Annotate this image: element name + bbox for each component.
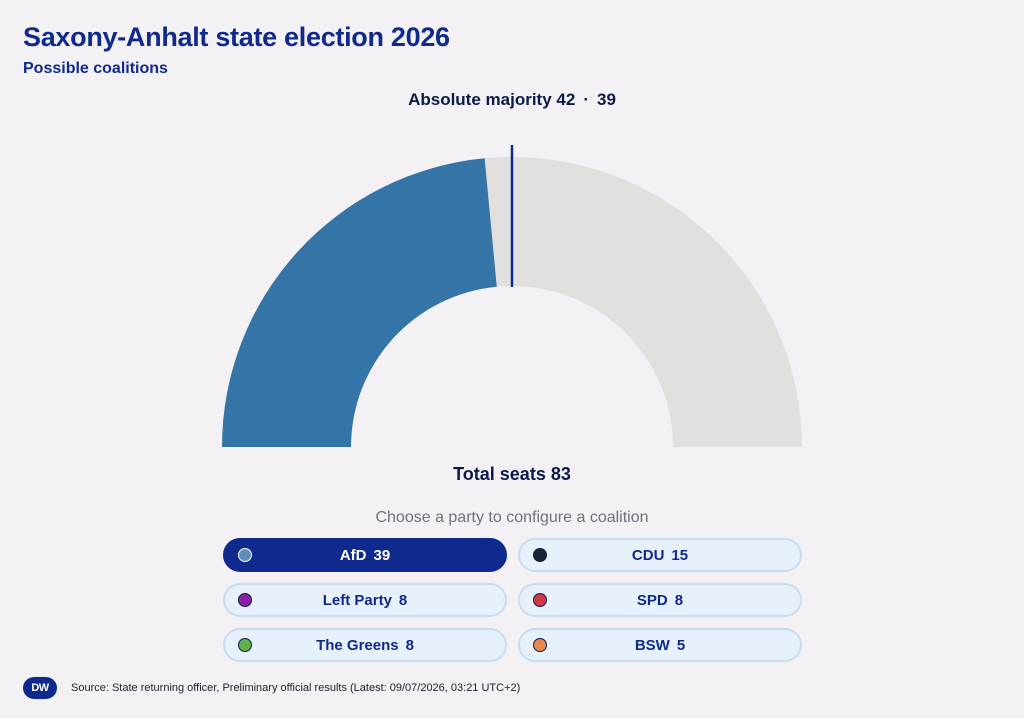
- total-seats-label: Total seats: [453, 464, 546, 484]
- party-button-afd[interactable]: AfD 39: [223, 538, 507, 572]
- party-button-cdu[interactable]: CDU 15: [518, 538, 802, 572]
- party-name: BSW: [634, 636, 670, 654]
- total-seats: Total seats 83: [0, 464, 1024, 485]
- seat-gauge: [222, 145, 802, 448]
- party-button-spd[interactable]: SPD 8: [518, 583, 802, 617]
- party-color-dot: [238, 593, 252, 607]
- party-color-dot: [533, 548, 547, 562]
- majority-label: Absolute majority: [408, 90, 552, 109]
- majority-value: 42: [556, 90, 576, 109]
- gauge-fill-selected: [222, 158, 497, 448]
- total-seats-value: 83: [550, 464, 571, 484]
- source-note: Source: State returning officer, Prelimi…: [71, 682, 521, 694]
- party-button-the-greens[interactable]: The Greens 8: [223, 628, 507, 662]
- party-color-dot: [533, 593, 547, 607]
- footer: DW Source: State returning officer, Prel…: [23, 677, 520, 699]
- party-color-dot: [238, 548, 252, 562]
- party-button-grid: AfD 39 CDU 15 Left Party 8 SPD 8 The Greens 8…: [223, 538, 802, 662]
- coalition-prompt: Choose a party to configure a coalition: [375, 509, 649, 526]
- party-seats: 8: [405, 636, 414, 654]
- party-seats: 5: [676, 636, 686, 654]
- party-seats: 15: [671, 546, 689, 564]
- party-button-bsw[interactable]: BSW 5: [518, 628, 802, 662]
- party-seats: 8: [398, 591, 408, 609]
- dw-logo: DW: [23, 677, 57, 699]
- chart-title: Saxony-Anhalt state election 2026: [23, 22, 450, 52]
- party-seats: 39: [373, 546, 391, 564]
- party-name: CDU: [631, 546, 665, 564]
- party-name: Left Party: [322, 591, 392, 609]
- party-seats: 8: [674, 591, 684, 609]
- party-name: The Greens: [316, 636, 399, 654]
- majority-readout: Absolute majority 42 · 39: [0, 90, 1024, 110]
- party-name: SPD: [636, 591, 668, 609]
- coalition-seats-value: 39: [597, 90, 616, 109]
- party-color-dot: [238, 638, 252, 652]
- chart-subtitle: Possible coalitions: [23, 60, 168, 77]
- party-name: AfD: [339, 546, 367, 564]
- party-color-dot: [533, 638, 547, 652]
- majority-separator: ·: [583, 90, 589, 109]
- party-button-left-party[interactable]: Left Party 8: [223, 583, 507, 617]
